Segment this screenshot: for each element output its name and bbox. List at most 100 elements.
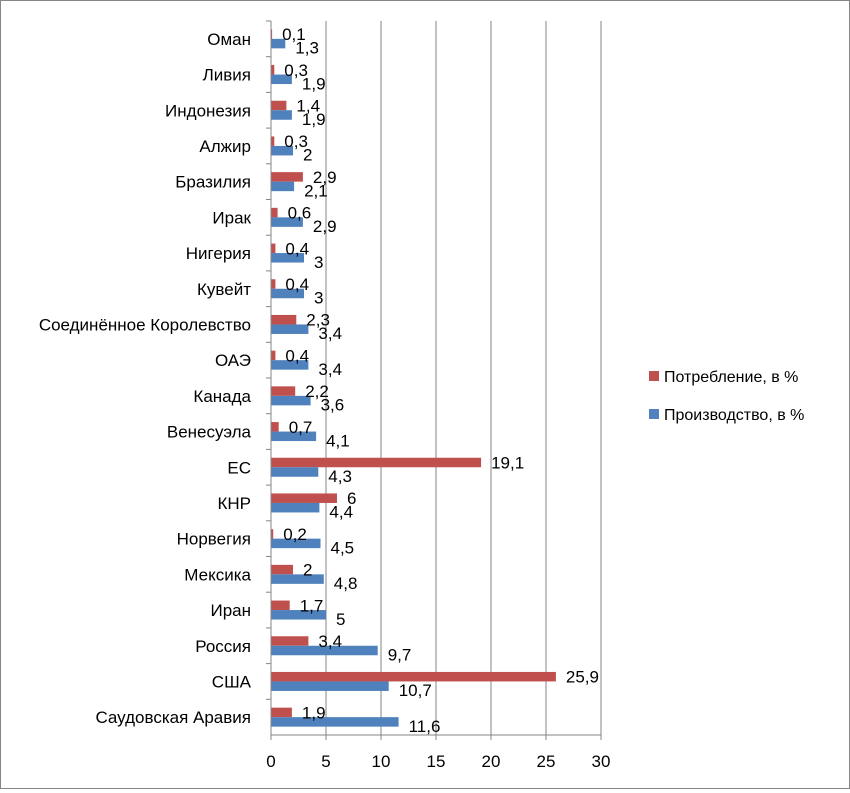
category-label: Ливия — [203, 66, 251, 85]
bar-consumption — [271, 136, 275, 146]
data-label-production: 4,1 — [326, 431, 350, 450]
data-label-consumption: 0,4 — [285, 275, 309, 294]
legend-label: Потребление, в % — [664, 369, 798, 386]
data-label-consumption: 2,2 — [305, 382, 329, 401]
data-label-production: 5 — [336, 610, 345, 629]
category-label: Иран — [210, 601, 251, 620]
bar-consumption — [271, 100, 287, 111]
data-label-production: 3,6 — [321, 396, 345, 415]
category-label: Соединённое Королевство — [39, 315, 251, 334]
category-label: Норвегия — [177, 530, 251, 549]
bar-production — [271, 395, 311, 406]
data-label-production: 3,4 — [318, 324, 342, 343]
x-tick-label: 20 — [482, 752, 501, 771]
bar-consumption — [271, 600, 290, 611]
category-label: Венесуэла — [167, 423, 252, 442]
data-label-production: 1,9 — [302, 110, 326, 129]
category-label: Нигерия — [186, 244, 251, 263]
data-label-consumption: 1,7 — [300, 596, 324, 615]
x-tick-label: 30 — [592, 752, 611, 771]
legend: Потребление, в % Производство, в % — [649, 369, 804, 424]
category-label: Алжир — [199, 137, 251, 156]
category-label: Кувейт — [197, 280, 251, 299]
data-label-production: 4,4 — [329, 503, 353, 522]
data-label-consumption: 1,4 — [296, 97, 320, 116]
bar-production — [271, 110, 292, 120]
category-label: Оман — [207, 30, 251, 49]
data-labels: 1,9 11,6 25,9 10,7 3,4 9,7 1,7 5 2 4,8 0,2 4,5 64,4 1… — [282, 25, 599, 736]
bar-production — [271, 538, 321, 549]
bar-production — [271, 467, 319, 477]
bar-production — [271, 145, 293, 156]
bar-production — [271, 181, 295, 192]
x-tick-label: 10 — [372, 752, 391, 771]
data-label-consumption: 19,1 — [491, 454, 524, 473]
category-label: Индонезия — [165, 101, 251, 120]
data-label-consumption: 2 — [303, 561, 312, 580]
x-tick-label: 0 — [266, 752, 275, 771]
data-label-consumption: 1,9 — [302, 703, 326, 722]
category-label: Мексика — [184, 565, 251, 584]
bar-production — [271, 717, 399, 727]
category-label: Канада — [193, 387, 251, 406]
bar-consumption — [271, 279, 276, 289]
data-label-production: 4,8 — [334, 574, 358, 593]
data-label-production: 10,7 — [399, 681, 432, 700]
category-label: Саудовская Аравия — [95, 708, 251, 727]
bar-consumption — [271, 65, 275, 75]
data-label-consumption: 0,1 — [282, 25, 306, 44]
category-label: Россия — [195, 637, 251, 656]
bar-production — [271, 217, 303, 227]
bar-consumption — [271, 207, 278, 218]
data-label-consumption: 3,4 — [318, 632, 342, 651]
bar-production — [271, 574, 324, 584]
data-label-consumption: 2,3 — [306, 311, 330, 330]
data-label-consumption: 0,3 — [284, 132, 308, 151]
data-label-consumption: 0,2 — [283, 525, 307, 544]
bar-consumption — [271, 350, 276, 361]
bars — [271, 29, 556, 727]
category-label: Бразилия — [175, 173, 251, 192]
bar-consumption — [271, 457, 482, 468]
bar-consumption — [271, 314, 297, 325]
gridlines — [325, 21, 602, 735]
bar-consumption — [271, 172, 303, 182]
x-tick-label: 25 — [537, 752, 556, 771]
bar-production — [271, 502, 320, 513]
x-tick-label: 15 — [427, 752, 446, 771]
bar-production — [271, 645, 378, 656]
data-label-production: 9,7 — [388, 646, 412, 665]
bar-consumption — [271, 671, 556, 682]
legend-swatch — [649, 409, 659, 419]
category-label: Ирак — [212, 208, 251, 227]
bar-production — [271, 360, 309, 370]
bar-consumption — [271, 493, 337, 503]
bar-production — [271, 610, 326, 620]
bar-production — [271, 253, 304, 263]
data-label-production: 2 — [303, 146, 312, 165]
bar-consumption — [271, 29, 273, 39]
bar-consumption — [271, 422, 279, 432]
bar-production — [271, 38, 286, 49]
data-label-production: 4,5 — [331, 538, 355, 557]
legend-swatch — [649, 371, 659, 381]
data-label-consumption: 0,4 — [285, 239, 309, 258]
bar-production — [271, 431, 317, 442]
data-label-production: 11,6 — [409, 717, 441, 736]
bar-consumption — [271, 564, 293, 575]
bar-consumption — [271, 707, 292, 718]
data-label-consumption: 2,9 — [313, 168, 337, 187]
category-label: КНР — [217, 494, 251, 513]
data-label-consumption: 0,3 — [284, 61, 308, 80]
data-label-production: 2,1 — [304, 181, 328, 200]
bar-consumption — [271, 529, 274, 539]
data-label-production: 2,9 — [313, 217, 337, 236]
x-tick-label: 5 — [321, 752, 330, 771]
category-label: ОАЭ — [215, 351, 251, 370]
data-label-production: 3 — [314, 289, 323, 308]
data-label-consumption: 0,7 — [289, 418, 313, 437]
category-label: ЕС — [227, 458, 251, 477]
